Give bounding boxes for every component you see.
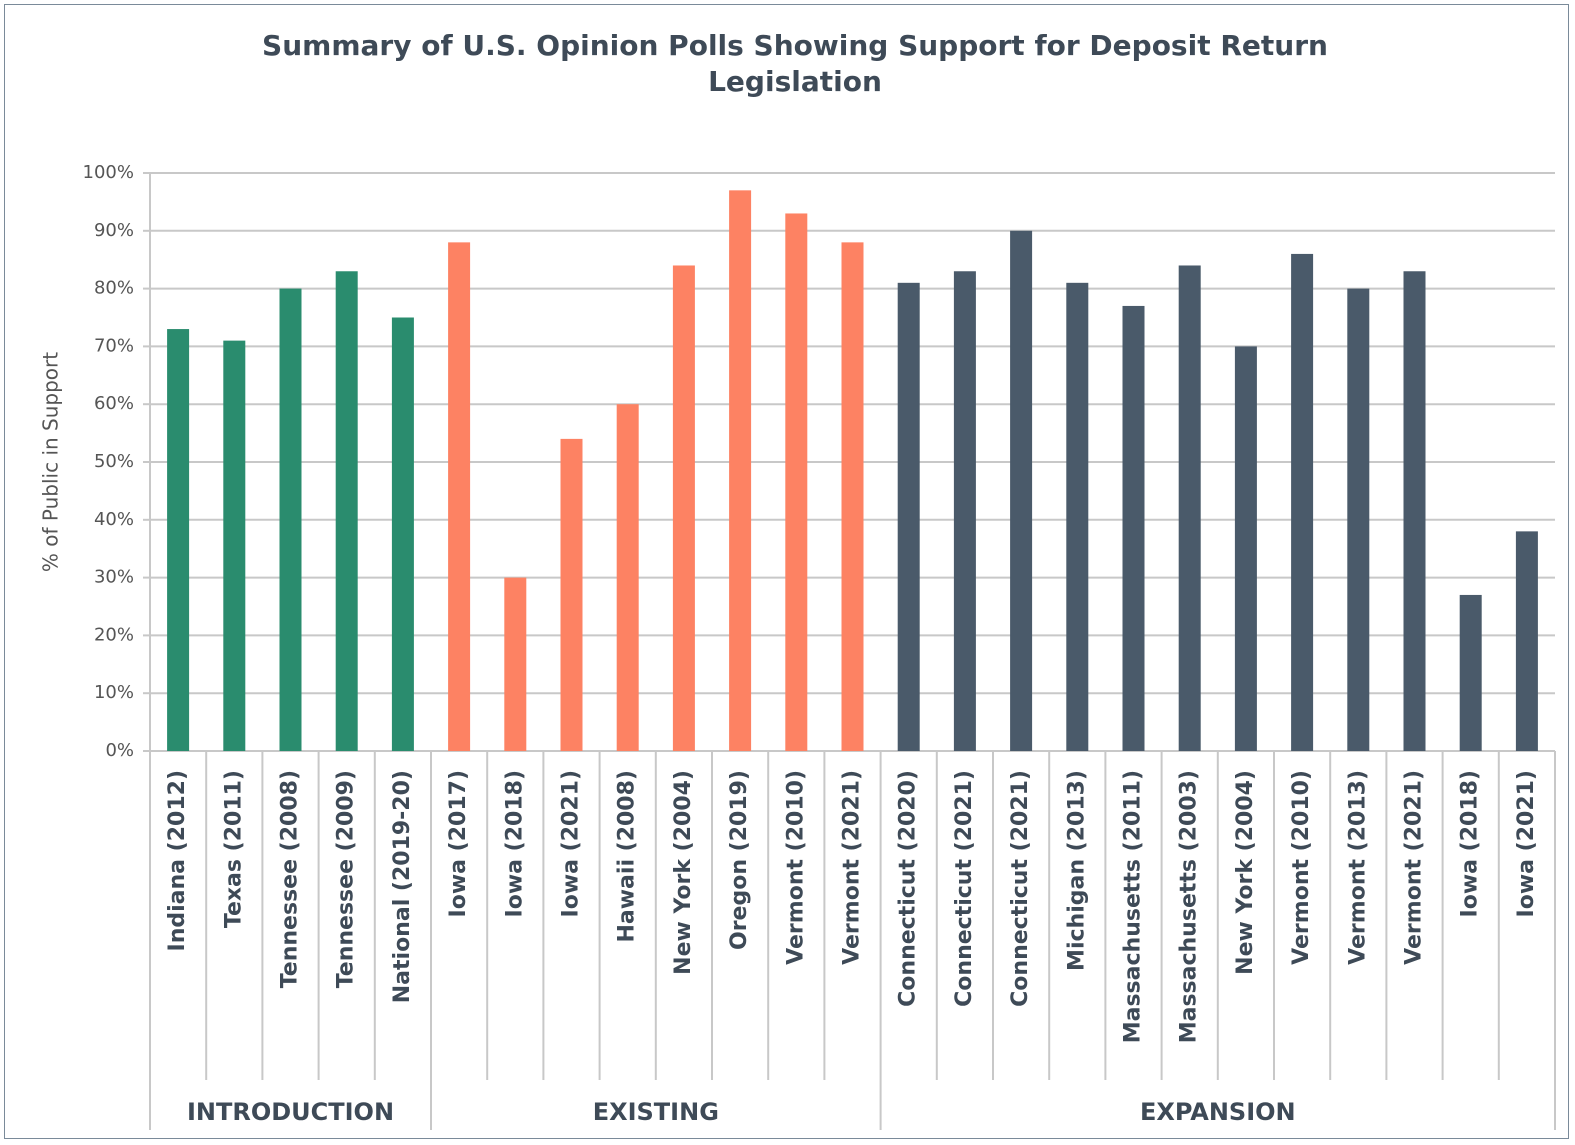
x-tick-label: New York (2004) — [1233, 770, 1258, 975]
bar — [897, 282, 920, 751]
bar — [672, 265, 695, 751]
y-tick-label: 70% — [94, 335, 134, 356]
bar — [223, 340, 246, 751]
x-tick-label: Iowa (2018) — [1458, 770, 1483, 917]
y-tick-label: 20% — [94, 624, 134, 645]
bar — [1122, 305, 1145, 751]
y-axis-label: % of Public in Support — [39, 352, 63, 572]
y-tick-label: 50% — [94, 451, 134, 472]
y-tick-label: 90% — [94, 220, 134, 241]
y-tick-label: 60% — [94, 393, 134, 414]
bar — [1291, 253, 1314, 752]
bar — [167, 329, 190, 751]
bar — [1066, 282, 1089, 751]
x-tick-label: Vermont (2021) — [840, 770, 865, 965]
bar — [953, 271, 976, 751]
group-label: INTRODUCTION — [187, 1098, 394, 1126]
bar — [504, 577, 527, 751]
x-tick-label: Iowa (2018) — [502, 770, 527, 917]
x-tick-label: Connecticut (2021) — [952, 770, 977, 1007]
bar — [1347, 288, 1370, 751]
group-label: EXPANSION — [1140, 1098, 1296, 1126]
x-tick-label: Hawaii (2008) — [615, 770, 640, 943]
group-label: EXISTING — [593, 1098, 719, 1126]
x-tick-label: Iowa (2021) — [559, 770, 584, 917]
x-tick-label: Vermont (2021) — [1402, 770, 1427, 965]
frame — [4, 4, 1569, 1139]
bar — [1459, 594, 1482, 751]
y-tick-label: 80% — [94, 278, 134, 299]
x-tick-label: Michigan (2013) — [1064, 770, 1089, 971]
bar — [1515, 531, 1538, 751]
y-tick-label: 30% — [94, 567, 134, 588]
x-tick-label: Iowa (2017) — [446, 770, 471, 917]
bar — [1403, 271, 1426, 751]
y-tick-label: 10% — [94, 682, 134, 703]
x-tick-label: Massachusetts (2011) — [1121, 770, 1146, 1043]
bar — [1010, 230, 1033, 752]
bar — [335, 271, 358, 751]
bar — [279, 288, 302, 751]
bar — [560, 438, 583, 751]
x-tick-label: Vermont (2010) — [783, 770, 808, 965]
x-tick-label: Tennessee (2008) — [278, 770, 303, 988]
y-tick-label: 100% — [83, 162, 134, 183]
x-tick-label: Oregon (2019) — [727, 770, 752, 950]
x-tick-label: Connecticut (2021) — [1008, 770, 1033, 1007]
bar — [616, 404, 639, 751]
x-tick-label: Texas (2011) — [221, 770, 246, 928]
x-tick-label: Vermont (2010) — [1289, 770, 1314, 965]
bar — [1178, 265, 1201, 751]
bar — [391, 317, 414, 751]
x-tick-label: National (2019-20) — [390, 770, 415, 1003]
x-tick-label: Iowa (2021) — [1514, 770, 1539, 917]
x-tick-label: Connecticut (2020) — [896, 770, 921, 1007]
bar — [448, 242, 471, 752]
bar — [1234, 346, 1257, 751]
y-tick-label: 0% — [105, 740, 134, 761]
x-tick-label: New York (2004) — [671, 770, 696, 975]
bar — [729, 190, 752, 752]
y-tick-label: 40% — [94, 509, 134, 530]
x-tick-label: Massachusetts (2003) — [1177, 770, 1202, 1043]
x-tick-label: Indiana (2012) — [165, 770, 190, 952]
bar — [785, 213, 808, 751]
x-tick-label: Tennessee (2009) — [334, 770, 359, 988]
chart-title: Summary of U.S. Opinion Polls Showing Su… — [262, 29, 1328, 98]
bar — [841, 242, 864, 752]
x-tick-label: Vermont (2013) — [1345, 770, 1370, 965]
